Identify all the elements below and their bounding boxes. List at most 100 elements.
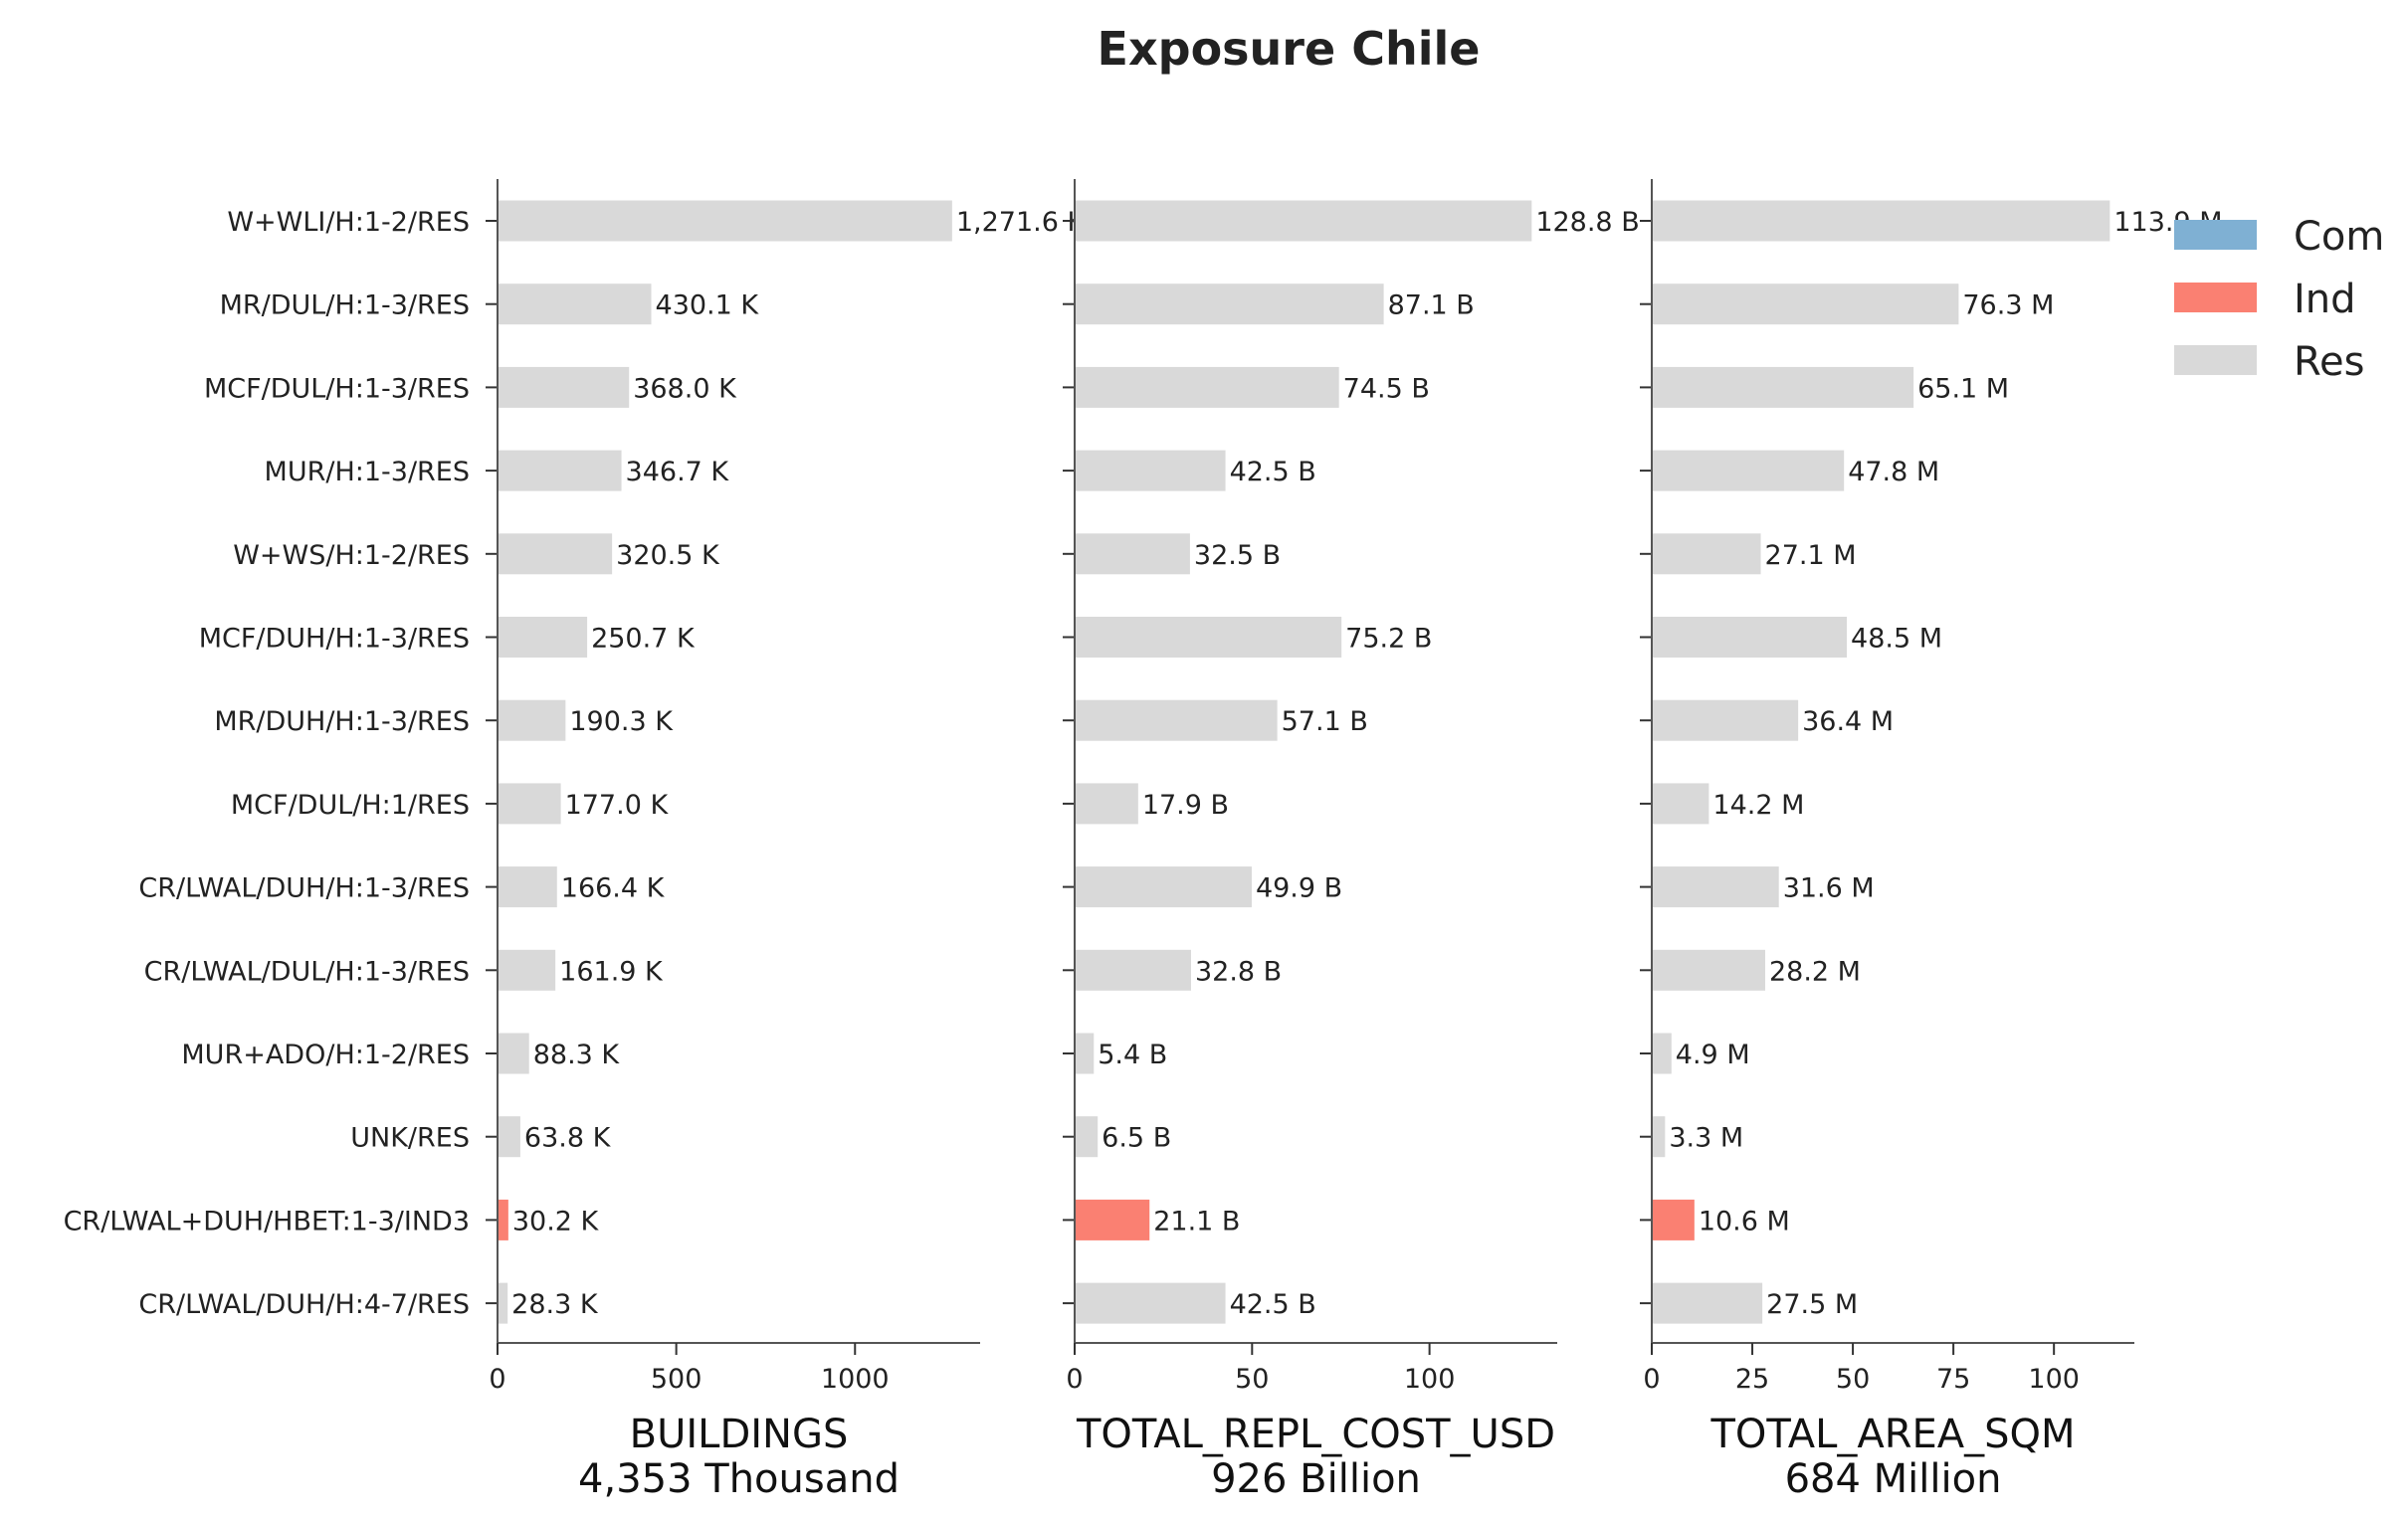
category-label: CR/LWAL/DUH/H:1-3/RES bbox=[138, 873, 470, 904]
bar bbox=[498, 617, 588, 658]
legend-swatch bbox=[2174, 345, 2257, 375]
bar bbox=[1652, 866, 1779, 908]
data-label: 6.5 B bbox=[1102, 1123, 1171, 1154]
x-tick-label: 100 bbox=[2028, 1364, 2080, 1395]
bar bbox=[498, 533, 613, 575]
data-label: 28.2 M bbox=[1769, 956, 1861, 987]
panel-3: 113.9 M76.3 M65.1 M47.8 M27.1 M48.5 M36.… bbox=[1640, 179, 2223, 1502]
bar bbox=[1652, 1199, 1695, 1240]
data-label: 166.4 K bbox=[561, 873, 666, 904]
bar bbox=[1652, 783, 1709, 825]
category-label: MCF/DUL/H:1-3/RES bbox=[204, 373, 470, 404]
data-label: 28.3 K bbox=[511, 1289, 599, 1320]
legend-swatch bbox=[2174, 283, 2257, 312]
x-tick-label: 50 bbox=[1235, 1364, 1269, 1395]
bar bbox=[498, 1282, 508, 1324]
data-label: 250.7 K bbox=[591, 624, 696, 655]
bar bbox=[1075, 1282, 1226, 1324]
data-label: 74.5 B bbox=[1343, 373, 1430, 404]
x-axis-label: BUILDINGS bbox=[630, 1412, 849, 1457]
bar bbox=[1075, 866, 1252, 908]
bar bbox=[1652, 200, 2110, 242]
data-label: 3.3 M bbox=[1669, 1123, 1743, 1154]
category-label: CR/LWAL/DUL/H:1-3/RES bbox=[144, 956, 470, 987]
bar bbox=[498, 783, 561, 825]
bar bbox=[1652, 450, 1845, 491]
bar bbox=[1075, 533, 1190, 575]
category-label: MUR+ADO/H:1-2/RES bbox=[181, 1040, 470, 1070]
bar bbox=[1652, 284, 1959, 325]
bar bbox=[498, 284, 652, 325]
bar bbox=[1075, 699, 1278, 741]
x-tick-label: 0 bbox=[489, 1364, 505, 1395]
category-label: MCF/DUH/H:1-3/RES bbox=[199, 624, 470, 655]
legend-label: Ind bbox=[2294, 277, 2356, 322]
data-label: 17.9 B bbox=[1142, 790, 1229, 821]
legend-label: Res bbox=[2294, 339, 2364, 385]
panel-total: 684 Million bbox=[1785, 1456, 2002, 1502]
x-tick-label: 0 bbox=[1066, 1364, 1083, 1395]
data-label: 36.4 M bbox=[1802, 706, 1894, 737]
x-tick-label: 75 bbox=[1936, 1364, 1970, 1395]
category-label: MCF/DUL/H:1/RES bbox=[231, 790, 470, 821]
bar bbox=[498, 450, 622, 491]
data-label: 87.1 B bbox=[1388, 290, 1475, 321]
data-label: 32.8 B bbox=[1195, 956, 1282, 987]
data-label: 10.6 M bbox=[1699, 1206, 1790, 1236]
bar bbox=[1652, 533, 1761, 575]
bar bbox=[498, 1199, 508, 1240]
data-label: 49.9 B bbox=[1256, 873, 1342, 904]
data-label: 1,271.6 K bbox=[956, 207, 1087, 238]
bar bbox=[1075, 200, 1532, 242]
bar bbox=[1652, 699, 1799, 741]
category-label: CR/LWAL/DUH/H:4-7/RES bbox=[138, 1289, 470, 1320]
data-label: 65.1 M bbox=[1917, 373, 2009, 404]
category-label: UNK/RES bbox=[350, 1123, 470, 1154]
bar bbox=[1075, 1199, 1150, 1240]
bar bbox=[1652, 617, 1848, 658]
bar bbox=[498, 866, 557, 908]
category-label: MR/DUL/H:1-3/RES bbox=[220, 290, 470, 321]
data-label: 75.2 B bbox=[1345, 624, 1432, 655]
data-label: 190.3 K bbox=[569, 706, 674, 737]
bar bbox=[498, 1116, 520, 1158]
x-axis-label: TOTAL_AREA_SQM bbox=[1709, 1412, 2075, 1457]
category-label: W+WLI/H:1-2/RES bbox=[227, 207, 470, 238]
data-label: 88.3 K bbox=[533, 1040, 621, 1070]
data-label: 346.7 K bbox=[626, 457, 730, 487]
x-tick-label: 100 bbox=[1404, 1364, 1456, 1395]
data-label: 430.1 K bbox=[656, 290, 760, 321]
bar bbox=[498, 1033, 529, 1074]
data-label: 177.0 K bbox=[565, 790, 670, 821]
bar bbox=[1652, 1116, 1666, 1158]
bar bbox=[498, 949, 556, 991]
data-label: 368.0 K bbox=[633, 373, 737, 404]
data-label: 76.3 M bbox=[1962, 290, 2054, 321]
panel-1: 1,271.6 K W+WLI/H:1-2/RES 430.1 K MR/DUL/H:… bbox=[64, 179, 1087, 1502]
bar bbox=[1652, 1033, 1672, 1074]
data-label: 14.2 M bbox=[1712, 790, 1804, 821]
bar bbox=[1075, 450, 1226, 491]
legend-label: Com bbox=[2294, 214, 2384, 260]
data-label: 48.5 M bbox=[1851, 624, 1942, 655]
category-label: MR/DUH/H:1-3/RES bbox=[214, 706, 470, 737]
bar bbox=[1075, 949, 1191, 991]
data-label: 30.2 K bbox=[512, 1206, 600, 1236]
data-label: 42.5 B bbox=[1230, 457, 1316, 487]
bar bbox=[498, 200, 952, 242]
bar bbox=[1652, 366, 1914, 408]
category-label: MUR/H:1-3/RES bbox=[265, 457, 470, 487]
data-label: 4.9 M bbox=[1676, 1040, 1750, 1070]
category-label: W+WS/H:1-2/RES bbox=[233, 540, 470, 571]
x-tick-label: 500 bbox=[651, 1364, 702, 1395]
bar bbox=[1075, 284, 1384, 325]
bar bbox=[1652, 1282, 1763, 1324]
data-label: 57.1 B bbox=[1282, 706, 1368, 737]
legend-swatch bbox=[2174, 220, 2257, 250]
panel-total: 4,353 Thousand bbox=[578, 1456, 900, 1502]
data-label: 27.5 M bbox=[1766, 1289, 1858, 1320]
data-label: 21.1 B bbox=[1153, 1206, 1240, 1236]
data-label: 5.4 B bbox=[1098, 1040, 1167, 1070]
chart-title: Exposure Chile bbox=[1098, 22, 1481, 76]
